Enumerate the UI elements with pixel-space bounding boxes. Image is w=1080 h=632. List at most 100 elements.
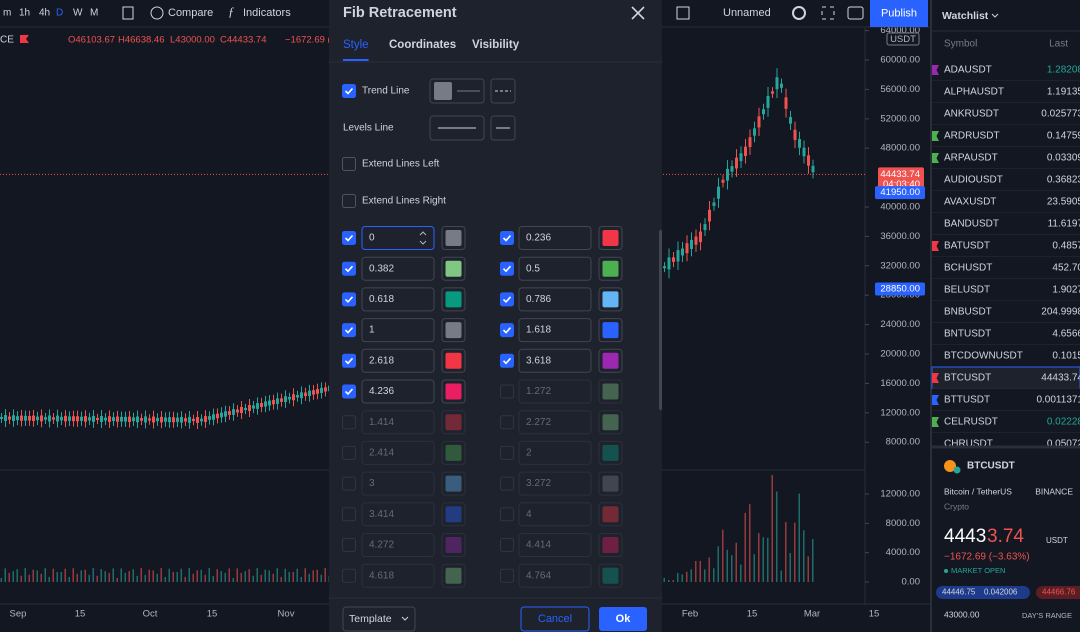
level-color-box[interactable] — [441, 318, 466, 343]
level-input[interactable] — [518, 471, 592, 496]
watchlist-row[interactable] — [932, 301, 1080, 323]
level-color-box[interactable] — [598, 256, 623, 281]
style-box[interactable] — [490, 78, 516, 104]
level-color-box[interactable] — [441, 379, 466, 404]
level-color-box[interactable] — [441, 471, 466, 496]
watchlist-row[interactable] — [932, 191, 1080, 213]
checkbox[interactable] — [342, 445, 356, 460]
checkbox[interactable] — [342, 261, 356, 276]
checkbox[interactable] — [342, 384, 356, 399]
checkbox[interactable] — [342, 194, 356, 208]
level-color-box[interactable] — [598, 226, 623, 250]
checkbox[interactable] — [342, 538, 356, 552]
template-button[interactable] — [342, 606, 416, 632]
checkbox[interactable] — [500, 261, 514, 276]
interval-button[interactable]: 4h — [39, 8, 50, 19]
level-color-box[interactable] — [598, 287, 623, 312]
level-input[interactable] — [361, 471, 435, 496]
watchlist-row[interactable] — [932, 59, 1080, 81]
checkbox[interactable] — [342, 292, 356, 307]
interval-button[interactable]: D — [56, 8, 63, 19]
level-input[interactable] — [518, 502, 592, 527]
compare-icon[interactable] — [150, 6, 164, 20]
checkbox[interactable] — [500, 231, 514, 245]
level-color-box[interactable] — [598, 379, 623, 404]
spinner[interactable] — [419, 231, 427, 245]
layout-name[interactable]: Unnamed — [723, 7, 771, 19]
tab[interactable]: Style — [343, 39, 369, 51]
level-input[interactable] — [361, 440, 435, 465]
watchlist-row[interactable] — [932, 279, 1080, 301]
ok-button[interactable] — [599, 607, 647, 631]
checkbox[interactable] — [342, 157, 356, 171]
level-input[interactable] — [518, 440, 592, 465]
level-color-box[interactable] — [441, 410, 466, 435]
level-color-box[interactable] — [598, 318, 623, 343]
checkbox[interactable] — [342, 476, 356, 491]
tab[interactable]: Coordinates — [389, 39, 456, 51]
level-input[interactable] — [518, 318, 592, 343]
level-input[interactable] — [361, 256, 435, 281]
level-color-box[interactable] — [441, 440, 466, 465]
level-input[interactable] — [518, 563, 592, 588]
checkbox[interactable] — [500, 292, 514, 307]
level-color-box[interactable] — [598, 533, 623, 557]
level-color-box[interactable] — [598, 563, 623, 588]
level-color-box[interactable] — [598, 440, 623, 465]
level-input[interactable] — [518, 226, 592, 250]
level-color-box[interactable] — [441, 348, 466, 373]
level-input[interactable] — [361, 226, 435, 250]
checkbox[interactable] — [342, 415, 356, 430]
watchlist-row[interactable] — [932, 213, 1080, 235]
checkbox[interactable] — [342, 353, 356, 368]
level-color-box[interactable] — [598, 348, 623, 373]
watchlist-row[interactable] — [932, 345, 1080, 367]
watchlist-row[interactable] — [932, 81, 1080, 103]
checkbox[interactable] — [500, 353, 514, 368]
tab[interactable]: Visibility — [472, 39, 520, 51]
interval-button[interactable]: 1h — [19, 8, 30, 19]
level-input[interactable] — [361, 563, 435, 588]
chart-type-icon[interactable] — [122, 6, 134, 20]
level-input[interactable] — [361, 287, 435, 312]
watchlist-row[interactable] — [932, 125, 1080, 147]
checkbox[interactable] — [500, 507, 514, 522]
layout-icon[interactable] — [676, 6, 690, 20]
level-color-box[interactable] — [441, 256, 466, 281]
level-input[interactable] — [518, 256, 592, 281]
watchlist-row[interactable] — [932, 323, 1080, 345]
cancel-button[interactable] — [520, 606, 590, 632]
level-color-box[interactable] — [441, 287, 466, 312]
publish-bg[interactable] — [870, 0, 928, 27]
level-input[interactable] — [361, 533, 435, 557]
level-input[interactable] — [361, 348, 435, 373]
watchlist-row[interactable] — [932, 169, 1080, 191]
checkbox[interactable] — [500, 384, 514, 399]
checkbox[interactable] — [500, 568, 514, 583]
close-button[interactable] — [631, 6, 645, 20]
level-color-box[interactable] — [441, 563, 466, 588]
level-color-box[interactable] — [441, 533, 466, 557]
checkbox[interactable] — [342, 231, 356, 245]
checkbox[interactable] — [342, 507, 356, 522]
checkbox[interactable] — [342, 568, 356, 583]
checkbox[interactable] — [500, 415, 514, 430]
interval-button[interactable]: M — [90, 8, 98, 19]
level-input[interactable] — [518, 410, 592, 435]
style-box[interactable] — [490, 115, 516, 141]
level-input[interactable] — [518, 533, 592, 557]
publish-button[interactable]: Publish — [881, 7, 917, 19]
style-box[interactable] — [429, 115, 485, 141]
level-color-box[interactable] — [598, 471, 623, 496]
checkbox[interactable] — [500, 445, 514, 460]
level-input[interactable] — [518, 379, 592, 404]
watchlist-row[interactable] — [932, 103, 1080, 125]
level-color-box[interactable] — [598, 410, 623, 435]
snapshot-icon[interactable] — [847, 6, 864, 20]
level-input[interactable] — [361, 318, 435, 343]
level-input[interactable] — [518, 287, 592, 312]
watchlist-row[interactable] — [932, 235, 1080, 257]
watchlist-row[interactable] — [932, 389, 1080, 411]
indicators-button[interactable]: Indicators — [243, 7, 291, 19]
interval-button[interactable]: W — [73, 8, 83, 19]
